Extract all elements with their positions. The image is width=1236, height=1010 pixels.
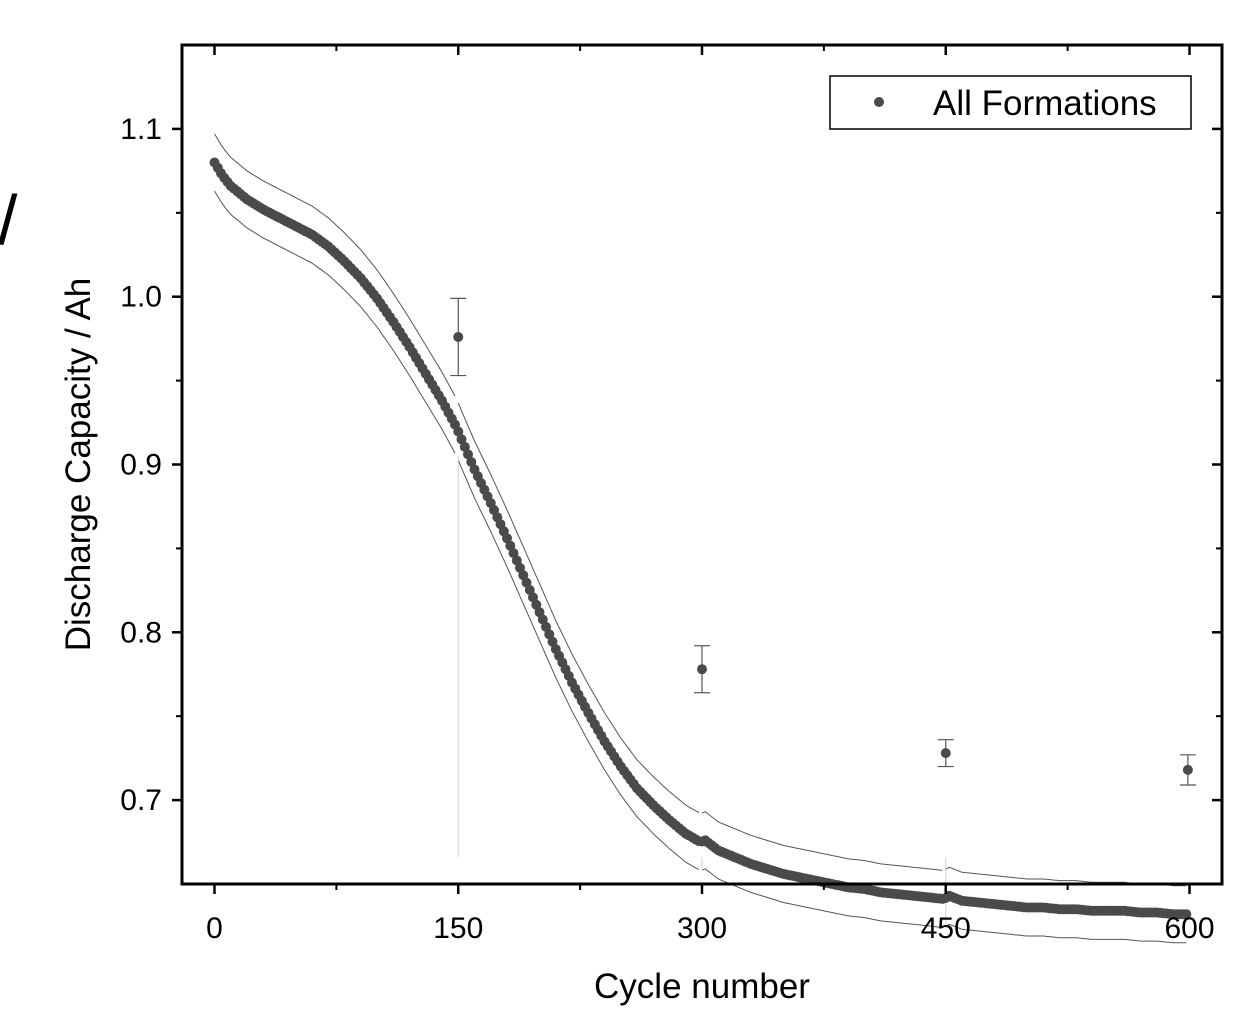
y-tick-label: 0.8 <box>120 616 162 649</box>
data-point <box>1181 909 1192 920</box>
band-lower <box>214 190 456 454</box>
data-point <box>453 426 464 437</box>
confidence-band <box>214 133 1187 944</box>
x-tick-label: 450 <box>921 912 971 945</box>
series-all-formations <box>209 157 1192 920</box>
x-tick-label: 600 <box>1164 912 1214 945</box>
x-axis-label: Cycle number <box>594 967 810 1006</box>
y-tick-label: 0.9 <box>120 449 162 482</box>
data-point <box>463 449 473 460</box>
formation-point <box>940 748 951 759</box>
partial-edge-glyph: / <box>0 181 18 259</box>
y-tick-label: 1.0 <box>120 281 162 314</box>
data-point <box>466 457 477 467</box>
band-upper <box>214 133 456 397</box>
band-upper <box>701 811 943 871</box>
formation-points <box>450 297 1196 786</box>
band-lower <box>701 868 943 928</box>
legend-box <box>829 75 1192 130</box>
plot-frame <box>180 43 1224 886</box>
formation-point <box>453 331 464 342</box>
band-lower <box>457 459 700 871</box>
legend: All Formations <box>829 75 1192 130</box>
data-point <box>456 434 467 445</box>
y-tick-label: 0.7 <box>120 784 162 817</box>
x-tick-label: 300 <box>677 912 727 945</box>
legend-marker <box>874 97 884 107</box>
legend-entry: All Formations <box>933 84 1157 123</box>
x-tick-label: 0 <box>206 912 223 945</box>
x-tick-label: 150 <box>433 912 483 945</box>
data-point <box>459 441 470 452</box>
formation-point <box>697 664 707 675</box>
band-upper <box>457 402 700 814</box>
y-axis-label: Discharge Capacity / Ah <box>59 278 98 652</box>
formation-point <box>1182 764 1193 775</box>
y-axis: 0.7 0.8 0.9 1.0 1.1 <box>120 113 1222 817</box>
band-lower <box>945 923 1187 944</box>
x-axis: 0 150 300 450 600 <box>206 45 1215 945</box>
y-tick-label: 1.1 <box>120 113 162 146</box>
